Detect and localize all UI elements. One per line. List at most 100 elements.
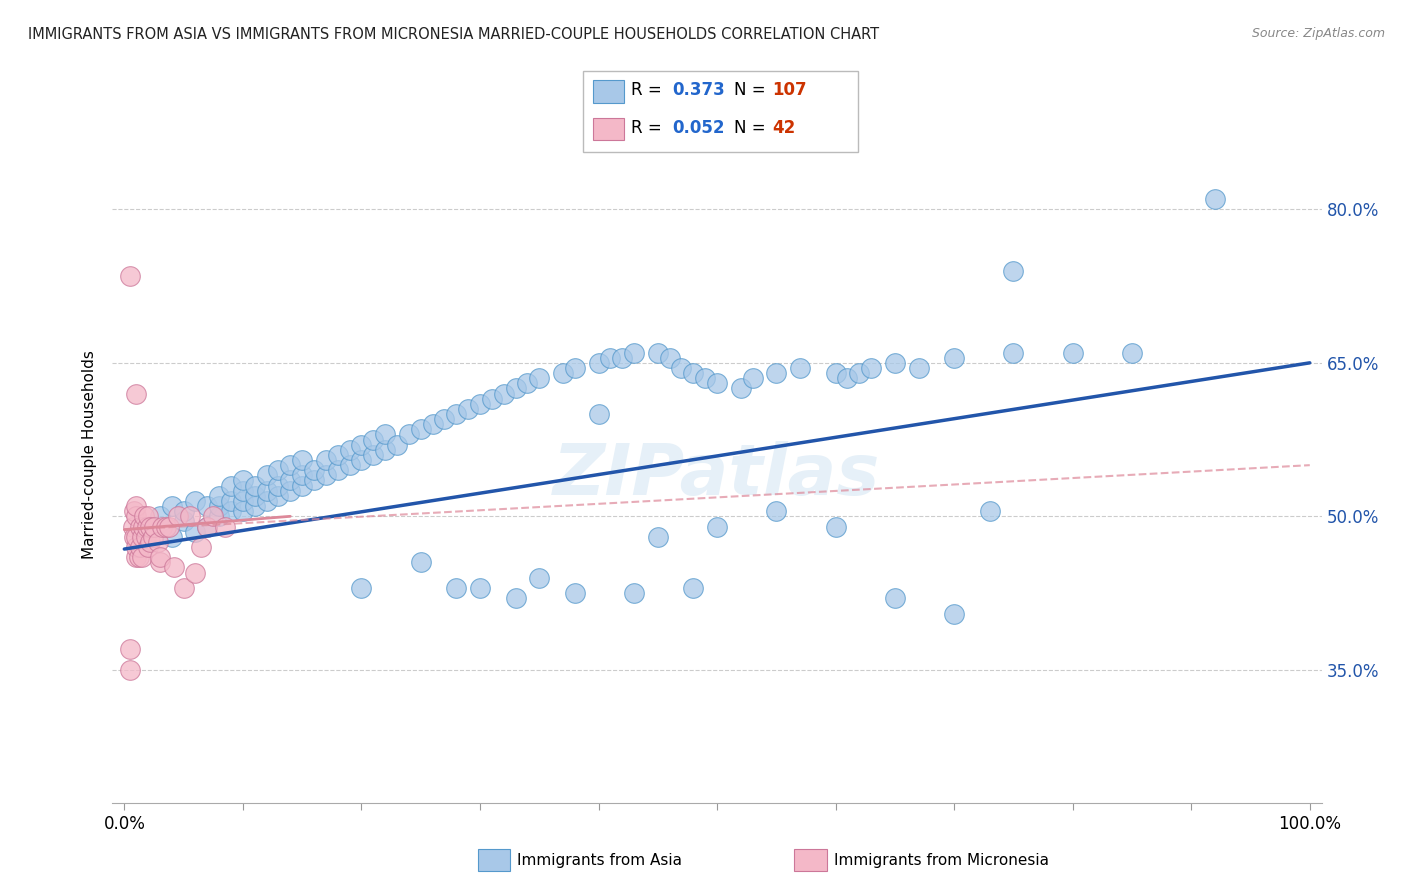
Point bbox=[125, 386, 148, 401]
Point bbox=[232, 483, 254, 498]
Point bbox=[1062, 345, 1084, 359]
Point bbox=[1204, 192, 1226, 206]
Point bbox=[374, 427, 396, 442]
Point bbox=[291, 468, 314, 483]
Point bbox=[219, 478, 242, 492]
Point bbox=[128, 519, 150, 533]
Text: ZIPatlas: ZIPatlas bbox=[554, 442, 880, 510]
Point bbox=[136, 519, 159, 533]
Point bbox=[125, 499, 148, 513]
Point bbox=[943, 351, 966, 365]
Point bbox=[468, 397, 491, 411]
Point bbox=[943, 607, 966, 621]
Text: 42: 42 bbox=[772, 119, 796, 136]
Point bbox=[179, 509, 201, 524]
Point bbox=[125, 509, 148, 524]
Point bbox=[243, 478, 266, 492]
Point bbox=[302, 474, 325, 488]
Point bbox=[190, 540, 212, 554]
Point bbox=[361, 448, 384, 462]
Point bbox=[326, 448, 349, 462]
Point bbox=[658, 351, 681, 365]
Point bbox=[1002, 345, 1025, 359]
Point bbox=[134, 509, 156, 524]
Point bbox=[647, 345, 669, 359]
Point bbox=[256, 468, 278, 483]
Point bbox=[564, 361, 586, 376]
Point bbox=[208, 499, 231, 513]
Point bbox=[125, 550, 148, 565]
Text: Immigrants from Asia: Immigrants from Asia bbox=[517, 854, 682, 868]
Point bbox=[128, 540, 150, 554]
Text: R =: R = bbox=[631, 119, 668, 136]
Point bbox=[385, 438, 408, 452]
Point bbox=[682, 366, 704, 380]
Point bbox=[166, 509, 188, 524]
Point bbox=[374, 442, 396, 457]
Point bbox=[409, 422, 432, 436]
Point bbox=[848, 366, 870, 380]
Point bbox=[883, 356, 905, 370]
Point bbox=[122, 530, 145, 544]
Text: Immigrants from Micronesia: Immigrants from Micronesia bbox=[834, 854, 1049, 868]
Point bbox=[837, 371, 859, 385]
Point bbox=[267, 478, 290, 492]
Point bbox=[139, 519, 162, 533]
Point bbox=[136, 540, 159, 554]
Point bbox=[131, 530, 153, 544]
Y-axis label: Married-couple Households: Married-couple Households bbox=[82, 351, 97, 559]
Point bbox=[120, 642, 142, 657]
Point bbox=[150, 519, 173, 533]
Point bbox=[979, 504, 1001, 518]
Point bbox=[243, 489, 266, 503]
Point bbox=[446, 407, 468, 421]
Text: IMMIGRANTS FROM ASIA VS IMMIGRANTS FROM MICRONESIA MARRIED-COUPLE HOUSEHOLDS COR: IMMIGRANTS FROM ASIA VS IMMIGRANTS FROM … bbox=[28, 27, 879, 42]
Text: N =: N = bbox=[734, 119, 770, 136]
Point bbox=[125, 530, 148, 544]
Point bbox=[695, 371, 717, 385]
Point bbox=[361, 433, 384, 447]
Point bbox=[173, 515, 195, 529]
Point bbox=[149, 550, 172, 565]
Point bbox=[243, 499, 266, 513]
Point bbox=[184, 566, 207, 580]
Point bbox=[468, 581, 491, 595]
Point bbox=[326, 463, 349, 477]
Point bbox=[730, 381, 752, 395]
Point bbox=[457, 401, 479, 416]
Point bbox=[256, 483, 278, 498]
Point bbox=[564, 586, 586, 600]
Point bbox=[202, 509, 225, 524]
Point bbox=[120, 663, 142, 677]
Point bbox=[446, 581, 468, 595]
Point bbox=[339, 458, 361, 472]
Point bbox=[149, 509, 172, 524]
Point bbox=[529, 571, 551, 585]
Point bbox=[1121, 345, 1143, 359]
Point bbox=[184, 524, 207, 539]
Point bbox=[149, 555, 172, 569]
Point bbox=[136, 509, 159, 524]
Point bbox=[278, 458, 301, 472]
Point bbox=[647, 530, 669, 544]
Point bbox=[278, 474, 301, 488]
Point bbox=[706, 376, 728, 391]
Text: 0.373: 0.373 bbox=[672, 81, 725, 99]
Point bbox=[142, 530, 165, 544]
Point bbox=[350, 438, 373, 452]
Point bbox=[120, 268, 142, 283]
Point bbox=[551, 366, 574, 380]
Point bbox=[505, 381, 527, 395]
Point bbox=[278, 483, 301, 498]
Point bbox=[291, 478, 314, 492]
Point bbox=[588, 407, 610, 421]
Point bbox=[422, 417, 444, 432]
Point bbox=[173, 504, 195, 518]
Point bbox=[135, 530, 157, 544]
Point bbox=[163, 560, 186, 574]
Point bbox=[132, 519, 155, 533]
Point bbox=[492, 386, 515, 401]
Point bbox=[139, 535, 162, 549]
Point bbox=[232, 504, 254, 518]
Point bbox=[315, 453, 337, 467]
